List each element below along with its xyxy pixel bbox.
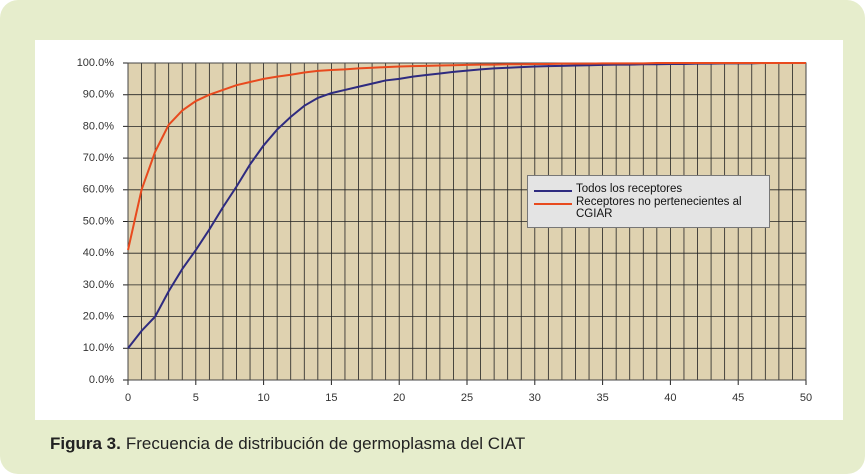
x-tick-label: 50 bbox=[800, 392, 812, 404]
x-tick-label: 5 bbox=[193, 392, 199, 404]
y-tick-label: 70.0% bbox=[83, 152, 114, 164]
caption-text: Frecuencia de distribución de germoplasm… bbox=[125, 434, 526, 453]
y-tick-label: 50.0% bbox=[83, 215, 114, 227]
x-tick-label: 30 bbox=[529, 392, 541, 404]
x-tick-label: 0 bbox=[125, 392, 131, 404]
caption: Figura 3. Frecuencia de distribución de g… bbox=[50, 434, 525, 454]
legend-item: Todos los receptores bbox=[534, 183, 763, 195]
y-tick-label: 30.0% bbox=[83, 279, 114, 291]
legend-swatch bbox=[534, 203, 572, 205]
legend-label: Todos los receptores bbox=[576, 183, 683, 195]
y-tick-label: 10.0% bbox=[83, 342, 114, 354]
x-tick-label: 25 bbox=[461, 392, 473, 404]
legend-item: Receptores no pertenecientes al CGIAR bbox=[534, 196, 763, 220]
x-tick-label: 35 bbox=[596, 392, 608, 404]
y-tick-label: 60.0% bbox=[83, 184, 114, 196]
x-tick-label: 20 bbox=[393, 392, 405, 404]
x-tick-label: 15 bbox=[325, 392, 337, 404]
caption-label: Figura 3. bbox=[50, 434, 121, 453]
y-tick-label: 40.0% bbox=[83, 247, 114, 259]
y-tick-label: 0.0% bbox=[89, 374, 114, 386]
x-tick-label: 10 bbox=[257, 392, 269, 404]
y-tick-label: 20.0% bbox=[83, 311, 114, 323]
x-tick-label: 40 bbox=[664, 392, 676, 404]
x-tick-label: 45 bbox=[732, 392, 744, 404]
y-tick-label: 90.0% bbox=[83, 89, 114, 101]
legend-label: Receptores no pertenecientes al CGIAR bbox=[576, 196, 742, 220]
y-tick-label: 80.0% bbox=[83, 120, 114, 132]
plot-border bbox=[127, 62, 807, 381]
legend-swatch bbox=[534, 190, 572, 192]
legend: Todos los receptores Receptores no perte… bbox=[527, 175, 770, 228]
y-tick-label: 100.0% bbox=[77, 57, 115, 69]
series-line bbox=[127, 62, 806, 251]
